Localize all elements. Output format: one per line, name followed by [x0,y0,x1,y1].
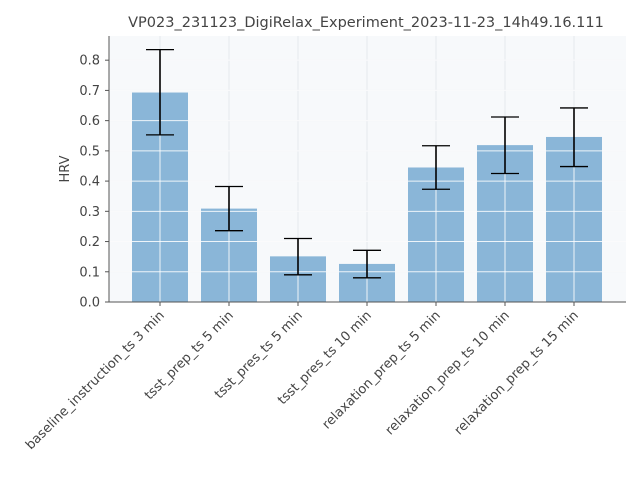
y-tick-label: 0.1 [79,265,100,280]
x-tick-label: relaxation_prep_ts 5 min [320,308,444,432]
y-tick-label: 0.7 [79,84,100,99]
x-tick-label: baseline_instruction_ts 3 min [23,308,168,453]
y-tick-label: 0.6 [79,114,100,129]
x-tick-label: relaxation_prep_ts 15 min [452,308,582,438]
x-tick-label: relaxation_prep_ts 10 min [383,308,513,438]
y-axis-label: HRV [58,155,73,182]
x-tick-labels: baseline_instruction_ts 3 mintsst_prep_t… [23,302,582,453]
error-bars [146,48,588,279]
y-tick-label: 0.8 [79,54,100,69]
chart-title: VP023_231123_DigiRelax_Experiment_2023-1… [128,15,604,31]
y-tick-label: 0.0 [79,296,100,311]
y-tick-label: 0.5 [79,144,100,159]
y-tick-label: 0.3 [79,205,100,220]
y-tick-label: 0.4 [79,175,100,190]
y-tick-label: 0.2 [79,235,100,250]
y-tick-labels: 0.0 0.1 0.2 0.3 0.4 0.5 0.6 0.7 0.8 [79,54,109,311]
